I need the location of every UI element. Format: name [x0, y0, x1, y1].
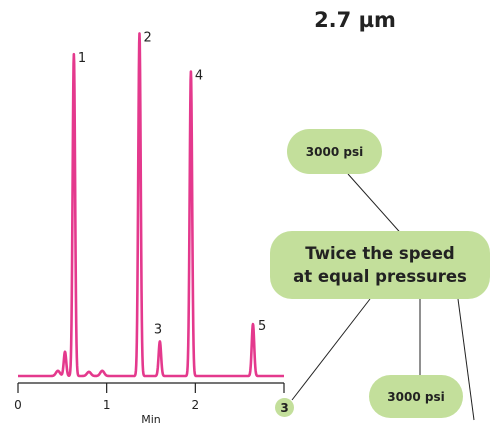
connector-headline-to-lower-right [457, 298, 475, 421]
connector-headline-to-marker [291, 298, 371, 401]
peak-label-2: 2 [143, 30, 151, 45]
x-axis-tick-labels: 0 1 2 3 [14, 398, 288, 412]
x-axis-title: Min [141, 413, 161, 425]
pressure-callout-top-text: 3000 psi [305, 144, 364, 159]
x-tick-label-0: 0 [14, 398, 22, 412]
peak-label-5: 5 [258, 319, 266, 334]
x-tick-label-2: 2 [192, 398, 200, 412]
pressure-callout-bottom-text: 3000 psi [387, 389, 445, 404]
pressure-callout-bottom: 3000 psi [369, 375, 463, 418]
headline-line-2: at equal pressures [293, 267, 467, 286]
chromatogram-trace [17, 32, 285, 378]
axis-end-marker-text: 3 [280, 400, 289, 415]
peak-label-1: 1 [78, 51, 86, 66]
particle-size-label: 2.7 µm [314, 8, 396, 32]
peak-labels: 1 2 3 4 5 [78, 30, 266, 337]
peak-label-4: 4 [195, 69, 203, 84]
pressure-callout-top: 3000 psi [287, 129, 382, 174]
callout-connectors [291, 173, 475, 421]
connector-top-to-headline [347, 173, 406, 239]
headline-line-1: Twice the speed [305, 244, 455, 263]
axis-end-marker: 3 [275, 398, 294, 417]
peak-label-3: 3 [154, 322, 162, 337]
x-axis-ticks [17, 383, 285, 393]
headline-callout: Twice the speed at equal pressures [270, 231, 490, 299]
x-tick-label-1: 1 [103, 398, 111, 412]
